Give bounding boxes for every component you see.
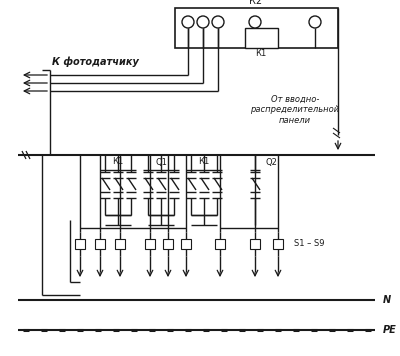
- Text: К1: К1: [112, 157, 124, 167]
- Circle shape: [182, 16, 194, 28]
- Text: От вводно-
распределительной
панели: От вводно- распределительной панели: [250, 95, 340, 125]
- Text: К1: К1: [198, 157, 210, 167]
- Text: К2: К2: [250, 0, 262, 6]
- Text: К1: К1: [255, 48, 267, 58]
- Circle shape: [309, 16, 321, 28]
- Text: Q1: Q1: [155, 157, 167, 167]
- Bar: [163, 239, 173, 249]
- Bar: [75, 239, 85, 249]
- Circle shape: [249, 16, 261, 28]
- Text: PE: PE: [383, 325, 397, 335]
- Bar: [115, 239, 125, 249]
- Circle shape: [212, 16, 224, 28]
- Text: Q2: Q2: [265, 157, 277, 167]
- Bar: [245, 28, 278, 48]
- Bar: [95, 239, 105, 249]
- Bar: [273, 239, 283, 249]
- Circle shape: [197, 16, 209, 28]
- Text: N: N: [383, 295, 391, 305]
- Bar: [215, 239, 225, 249]
- Text: К фотодатчику: К фотодатчику: [52, 57, 139, 67]
- Bar: [175, 8, 338, 48]
- Bar: [145, 239, 155, 249]
- Text: S1 – S9: S1 – S9: [294, 240, 324, 248]
- Bar: [250, 239, 260, 249]
- Bar: [181, 239, 191, 249]
